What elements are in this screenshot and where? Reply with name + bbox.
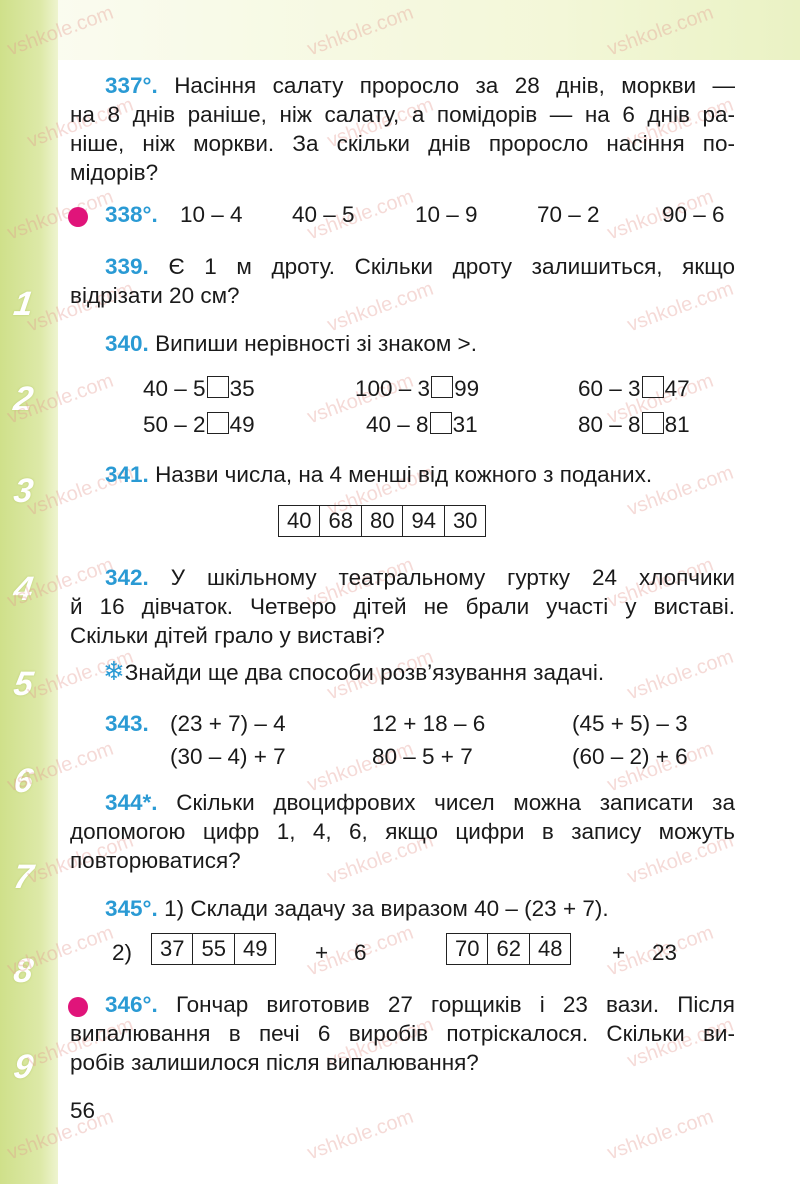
operator: + [315, 940, 329, 965]
problem-337-line: ніше, ніж моркви. За скільки днів пророс… [70, 131, 735, 156]
text: 1) Склади задачу за виразом 40 – (23 + 7… [164, 896, 609, 921]
problem-346-line: робів залишилося після випалювання? [70, 1050, 479, 1075]
problem-344-line: 344*. Скільки двоцифрових чисел можна за… [105, 790, 735, 816]
cell: 68 [319, 505, 362, 537]
expression: (60 – 2) + 6 [572, 744, 688, 769]
cell: 94 [402, 505, 445, 537]
chapter-sidebar: 1 2 3 4 5 6 7 8 9 [0, 0, 58, 1184]
problem-346-line: випалювання в печі 6 виробів потріскалос… [70, 1021, 735, 1046]
text: Є 1 м дроту. Скільки дроту залишиться, я… [168, 254, 735, 279]
problem-number: 337°. [105, 73, 158, 98]
expression: (45 + 5) – 3 [572, 711, 688, 736]
problem-337-line: мідорів? [70, 160, 159, 185]
text: У шкільному театральному гуртку 24 хлопч… [170, 565, 735, 590]
pink-bullet [68, 205, 88, 231]
answer-box[interactable] [206, 376, 229, 398]
expression: 10 – 4 [180, 202, 243, 227]
expression: 12 + 18 – 6 [372, 711, 486, 736]
problem-344-line: допомогою цифр 1, 4, 6, якщо цифри в зап… [70, 819, 735, 844]
extra-task: ❄Знайди ще два способи розв’язування зад… [103, 656, 604, 687]
answer-box[interactable] [431, 376, 454, 398]
problem-342-line: 342. У шкільному театральному гуртку 24 … [105, 565, 735, 591]
addend: 23 [652, 940, 678, 965]
problem-number: 343. [105, 711, 149, 736]
answer-box[interactable] [641, 376, 664, 398]
problem-number: 341. [105, 462, 149, 487]
problem-346-line: 346°. Гончар виготовив 27 горщиків і 23 … [105, 992, 735, 1018]
problem-number: 338°. [105, 202, 158, 227]
problem-340-line: 340. Випиши нерівності зі знаком >. [105, 331, 477, 357]
page-number: 56 [70, 1098, 96, 1123]
pink-bullet [68, 995, 88, 1021]
answer-box[interactable] [206, 412, 229, 434]
inequality: 40 – 8 31 [366, 412, 478, 437]
inequality: 50 – 2 49 [143, 412, 255, 437]
cell: 70 [445, 933, 489, 965]
expression: 80 – 5 + 7 [372, 744, 473, 769]
cell: 40 [277, 505, 321, 537]
inequality: 60 – 3 47 [578, 376, 690, 401]
number-cells: 37 55 49 [150, 933, 277, 965]
problem-345-line: 345°. 1) Склади задачу за виразом 40 – (… [105, 896, 609, 922]
problem-337-line: 337°. Насіння салату проросло за 28 днів… [105, 73, 735, 99]
problem-344-line: повторюватися? [70, 848, 241, 873]
watermark: vshkole.com [304, 1105, 417, 1165]
cell: 30 [443, 505, 487, 537]
text: Знайди ще два способи розв’язування зада… [124, 660, 605, 685]
top-band [0, 0, 800, 60]
cell: 80 [360, 505, 404, 537]
text: Випиши нерівності зі знаком >. [155, 331, 477, 356]
problem-337-line: на 8 днів раніше, ніж салату, а помідорі… [70, 102, 735, 127]
watermark: vshkole.com [604, 1105, 717, 1165]
watermark: vshkole.com [624, 645, 737, 705]
text: Скільки двоцифрових чисел можна записати… [176, 790, 735, 815]
text: Назви числа, на 4 менші від кожного з по… [155, 462, 653, 487]
problem-number: 346°. [105, 992, 158, 1017]
operator: + [612, 940, 626, 965]
cell: 62 [487, 933, 530, 965]
expression: 40 – 5 [292, 202, 355, 227]
problem-number: 344*. [105, 790, 158, 815]
cell: 37 [150, 933, 194, 965]
expression: (23 + 7) – 4 [170, 711, 286, 736]
cell: 49 [233, 933, 277, 965]
problem-339-line: 339. Є 1 м дроту. Скільки дроту залишить… [105, 254, 735, 280]
answer-box[interactable] [641, 412, 664, 434]
cell: 48 [528, 933, 572, 965]
problem-number: 342. [105, 565, 149, 590]
problem-number: 340. [105, 331, 149, 356]
subtask-label: 2) [112, 940, 133, 965]
text: Гончар виготовив 27 горщиків і 23 вази. … [175, 992, 735, 1017]
problem-number: 339. [105, 254, 149, 279]
inequality: 100 – 3 99 [355, 376, 480, 401]
problem-342-line: Скільки дітей грало у виставі? [70, 623, 385, 648]
inequality: 40 – 5 35 [143, 376, 255, 401]
inequality: 80 – 8 81 [578, 412, 690, 437]
problem-339-line: відрізати 20 см? [70, 283, 240, 308]
number-cells: 40 68 80 94 30 [277, 505, 487, 537]
expression: (30 – 4) + 7 [170, 744, 286, 769]
problem-number: 345°. [105, 896, 158, 921]
expression: 70 – 2 [537, 202, 600, 227]
number-cells: 70 62 48 [445, 933, 572, 965]
cell: 55 [192, 933, 235, 965]
problem-342-line: й 16 дівчаток. Четверо дітей не брали уч… [70, 594, 735, 619]
problem-341-line: 341. Назви числа, на 4 менші від кожного… [105, 462, 652, 488]
snowflake-icon: ❄ [103, 656, 125, 686]
text: Насіння салату проросло за 28 днів, морк… [174, 73, 735, 98]
expression: 10 – 9 [415, 202, 478, 227]
addend: 6 [354, 940, 367, 965]
expression: 90 – 6 [662, 202, 725, 227]
answer-box[interactable] [429, 412, 452, 434]
